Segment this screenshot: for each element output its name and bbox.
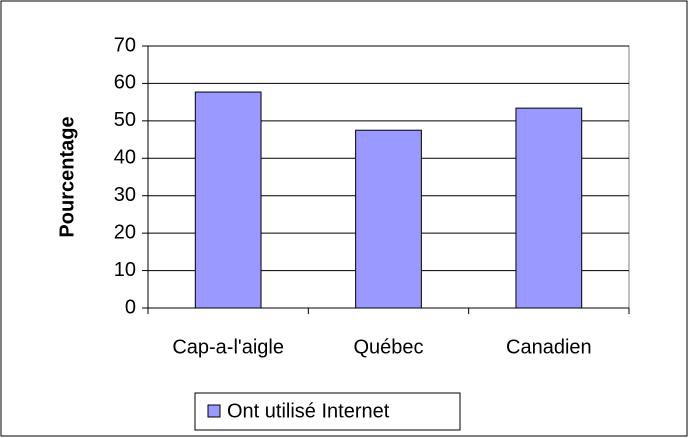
x-tick-label: Cap-a-l'aigle — [172, 336, 284, 358]
x-tick-label: Québec — [353, 336, 423, 358]
bar — [194, 91, 262, 309]
y-tick-label: 30 — [114, 184, 136, 206]
bar — [355, 129, 422, 309]
legend-swatch — [207, 404, 221, 418]
y-tick-label: 50 — [114, 109, 136, 131]
legend-label: Ont utilisé Internet — [227, 400, 390, 422]
bar — [515, 107, 583, 309]
y-tick-label: 60 — [114, 72, 136, 94]
legend-box — [194, 392, 461, 431]
y-tick-label: 70 — [114, 34, 136, 56]
y-tick-label: 20 — [114, 221, 136, 243]
y-tick-label: 40 — [114, 147, 136, 169]
y-axis-label: Pourcentage — [56, 116, 78, 237]
y-tick-label: 10 — [114, 259, 136, 281]
y-tick-label: 0 — [125, 296, 136, 318]
x-tick-label: Canadien — [506, 336, 592, 358]
